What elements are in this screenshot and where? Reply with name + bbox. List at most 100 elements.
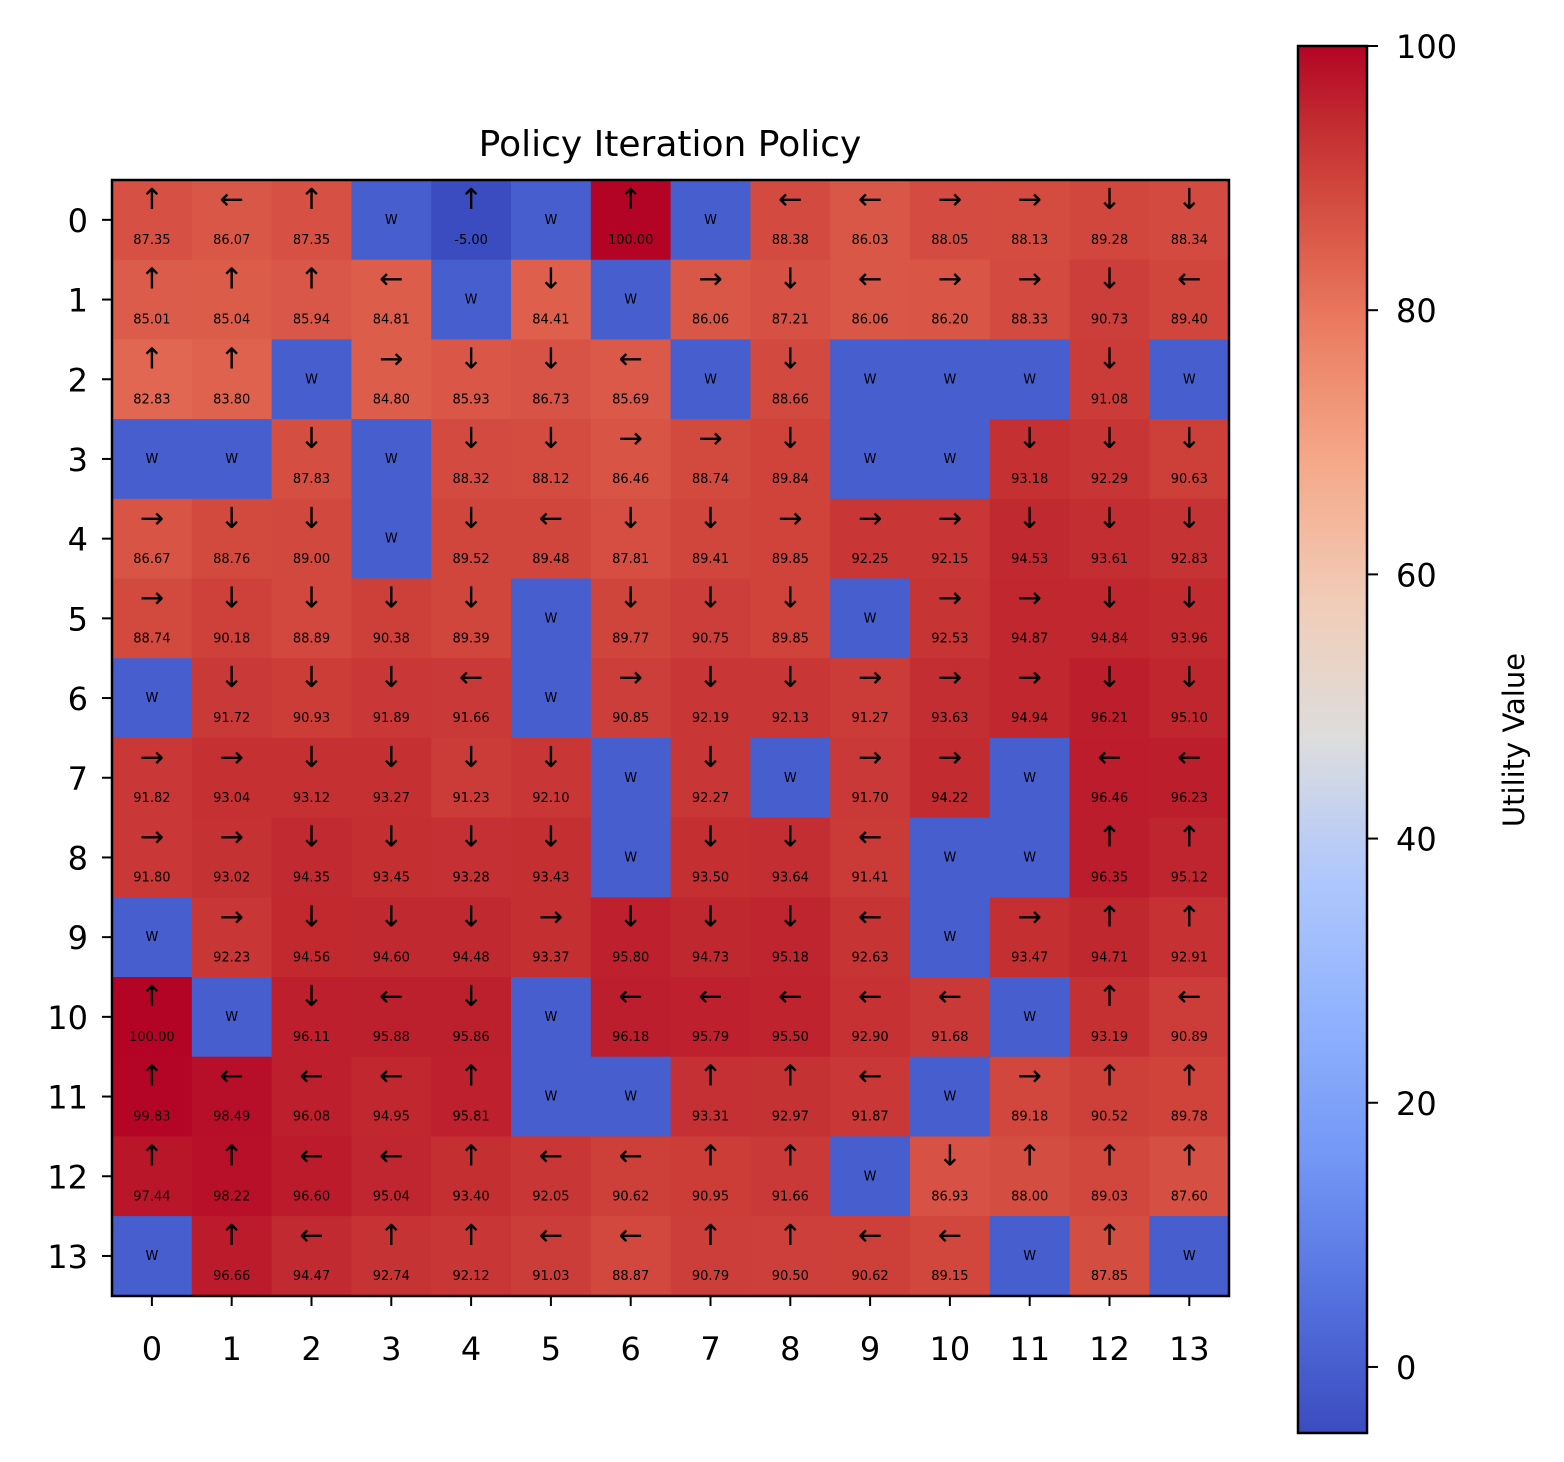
grid-cell <box>351 737 432 819</box>
utility-value: 86.20 <box>931 313 968 328</box>
wall-cell <box>830 419 911 500</box>
grid-cell <box>351 1216 432 1297</box>
policy-arrow: ↑ <box>299 182 323 216</box>
utility-value: 86.46 <box>612 472 649 487</box>
grid-cell <box>830 1056 911 1137</box>
grid-cell <box>989 419 1071 500</box>
policy-arrow: ↓ <box>379 899 403 933</box>
wall-label: W <box>544 1010 557 1025</box>
policy-arrow: → <box>140 581 164 615</box>
grid-cell <box>1069 817 1150 898</box>
utility-value: 88.34 <box>1171 233 1208 248</box>
wall-cell <box>989 737 1071 819</box>
utility-value: 93.19 <box>1091 1030 1128 1045</box>
policy-arrow: ↑ <box>698 1059 722 1093</box>
grid-cell <box>112 977 193 1058</box>
grid-cell <box>191 658 273 739</box>
grid-cell <box>1069 977 1150 1058</box>
grid-cell <box>511 897 592 978</box>
grid-cell <box>112 180 193 261</box>
utility-value: 90.62 <box>612 1189 649 1204</box>
wall-label: W <box>943 930 956 945</box>
policy-arrow: ↓ <box>619 581 643 615</box>
utility-value: 88.76 <box>213 552 250 567</box>
utility-value: 96.21 <box>1091 711 1128 726</box>
utility-value: 86.03 <box>851 233 888 248</box>
policy-arrow: ↓ <box>1097 262 1121 296</box>
grid-cell <box>112 498 193 580</box>
policy-arrow: → <box>220 820 244 854</box>
policy-arrow: ↓ <box>698 820 722 854</box>
utility-value: 91.70 <box>851 791 888 806</box>
grid-cell <box>511 1216 592 1297</box>
utility-value: 95.80 <box>612 950 649 965</box>
utility-value: 96.46 <box>1091 791 1128 806</box>
policy-arrow: ← <box>938 979 962 1013</box>
grid-cell <box>271 578 352 659</box>
policy-arrow: ↓ <box>1097 182 1121 216</box>
policy-arrow: ↓ <box>619 501 643 535</box>
grid-cell <box>670 419 751 500</box>
utility-value: 92.97 <box>772 1110 809 1125</box>
wall-label: W <box>864 1169 877 1184</box>
utility-value: 90.62 <box>851 1269 888 1284</box>
policy-arrow: ↓ <box>539 262 563 296</box>
grid-cell <box>351 977 432 1058</box>
grid-cell <box>431 977 512 1058</box>
policy-arrow: ↓ <box>778 820 802 854</box>
grid-cell <box>271 737 352 819</box>
utility-value: 90.73 <box>1091 313 1128 328</box>
wall-label: W <box>1023 771 1036 786</box>
wall-label: W <box>145 452 158 467</box>
utility-value: 93.61 <box>1091 552 1128 567</box>
wall-label: W <box>704 213 717 228</box>
policy-arrow: ↑ <box>1097 1059 1121 1093</box>
policy-arrow: ↑ <box>1177 1138 1201 1172</box>
policy-arrow: ← <box>299 1138 323 1172</box>
wall-label: W <box>305 372 318 387</box>
utility-value: 91.41 <box>851 871 888 886</box>
grid-cell <box>191 1056 273 1137</box>
utility-value: 89.84 <box>772 472 809 487</box>
utility-value: 93.64 <box>772 871 809 886</box>
grid-cell <box>1069 339 1150 420</box>
policy-arrow: ↓ <box>1097 501 1121 535</box>
grid-cell <box>989 498 1071 580</box>
policy-arrow: ← <box>220 182 244 216</box>
policy-arrow: ↓ <box>299 660 323 694</box>
policy-arrow: ← <box>938 1218 962 1252</box>
utility-value: 92.91 <box>1171 950 1208 965</box>
y-tick-label: 1 <box>68 282 88 320</box>
grid-cell <box>431 1056 512 1137</box>
grid-cell <box>670 658 751 739</box>
grid-cell <box>750 897 831 978</box>
grid-cell <box>1149 259 1230 340</box>
wall-cell <box>830 1136 911 1217</box>
grid-cell <box>431 658 512 739</box>
policy-arrow: ↑ <box>778 1138 802 1172</box>
utility-value: 96.23 <box>1171 791 1208 806</box>
utility-value: 95.50 <box>772 1030 809 1045</box>
wall-cell <box>590 737 672 819</box>
grid-cell <box>750 817 831 898</box>
utility-value: 89.40 <box>1171 313 1208 328</box>
policy-arrow: ↓ <box>459 421 483 455</box>
policy-arrow: ← <box>379 1059 403 1093</box>
policy-arrow: ← <box>379 979 403 1013</box>
utility-value: 96.18 <box>612 1030 649 1045</box>
utility-value: 93.28 <box>452 871 489 886</box>
policy-arrow: ↑ <box>220 262 244 296</box>
policy-arrow: ↓ <box>379 820 403 854</box>
policy-arrow: ↓ <box>619 899 643 933</box>
grid-cell <box>191 1216 273 1297</box>
utility-value: 88.32 <box>452 472 489 487</box>
x-tick-label: 10 <box>930 1330 971 1368</box>
grid-cell <box>750 498 831 580</box>
policy-arrow: ← <box>379 1138 403 1172</box>
wall-label: W <box>544 213 557 228</box>
grid-cell <box>1069 1056 1150 1137</box>
wall-label: W <box>465 293 478 308</box>
policy-arrow: ↓ <box>539 341 563 375</box>
policy-arrow: → <box>140 740 164 774</box>
